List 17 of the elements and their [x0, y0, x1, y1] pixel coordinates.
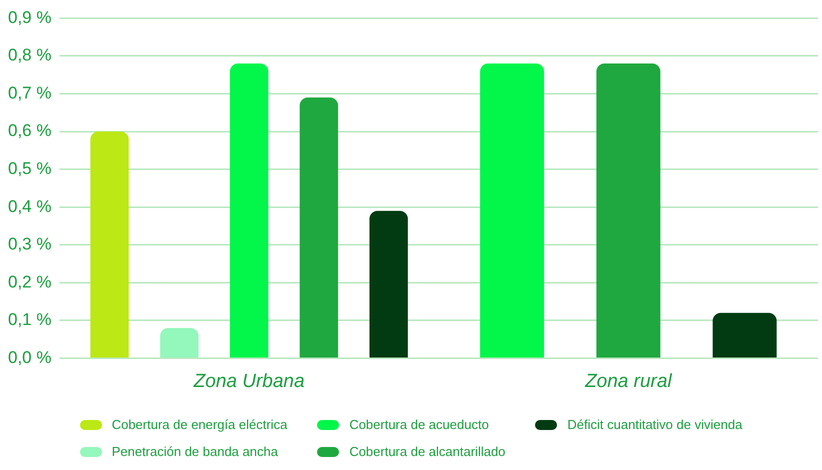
x-tick-label: Zona rural: [584, 370, 672, 392]
y-tick-label: 0,7 %: [8, 83, 52, 102]
y-tick-label: 0,1 %: [8, 310, 52, 330]
legend-label: Cobertura de energía eléctrica: [112, 417, 288, 432]
y-tick-label: 0,2 %: [8, 272, 52, 292]
y-tick-label: 0,8 %: [8, 46, 52, 65]
y-tick-label: 0,4 %: [8, 196, 52, 216]
legend-label: Cobertura de acueducto: [349, 417, 489, 432]
y-tick-label: 0,0 %: [8, 348, 52, 367]
legend-label: Cobertura de alcantarillado: [349, 444, 506, 459]
y-tick-label: 0,9 %: [8, 8, 52, 27]
legend-label: Penetración de banda ancha: [112, 444, 278, 459]
x-tick-label: Zona Urbana: [192, 370, 305, 392]
legend-label: Déficit cuantitativo de vivienda: [567, 417, 742, 432]
y-tick-label: 0,3 %: [8, 234, 52, 254]
y-tick-label: 0,5 %: [8, 159, 52, 178]
y-tick-label: 0,6 %: [8, 121, 52, 140]
